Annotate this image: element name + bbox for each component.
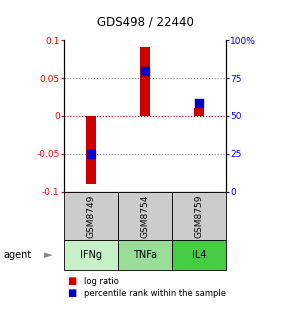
Bar	[86, 116, 96, 184]
Text: ►: ►	[44, 250, 52, 260]
Point	[197, 100, 202, 106]
Text: GDS498 / 22440: GDS498 / 22440	[97, 15, 193, 28]
Text: ■: ■	[67, 276, 76, 286]
Text: log ratio: log ratio	[84, 277, 119, 286]
Bar	[194, 108, 204, 116]
Text: IL4: IL4	[192, 250, 206, 260]
Text: GSM8754: GSM8754	[140, 194, 150, 238]
Text: GSM8749: GSM8749	[86, 194, 95, 238]
Point	[88, 152, 93, 157]
Text: percentile rank within the sample: percentile rank within the sample	[84, 289, 226, 298]
Text: ■: ■	[67, 288, 76, 298]
Text: GSM8759: GSM8759	[195, 194, 204, 238]
Bar	[140, 47, 150, 116]
Text: agent: agent	[3, 250, 31, 260]
Text: IFNg: IFNg	[80, 250, 102, 260]
Point	[143, 69, 147, 74]
Text: TNFa: TNFa	[133, 250, 157, 260]
